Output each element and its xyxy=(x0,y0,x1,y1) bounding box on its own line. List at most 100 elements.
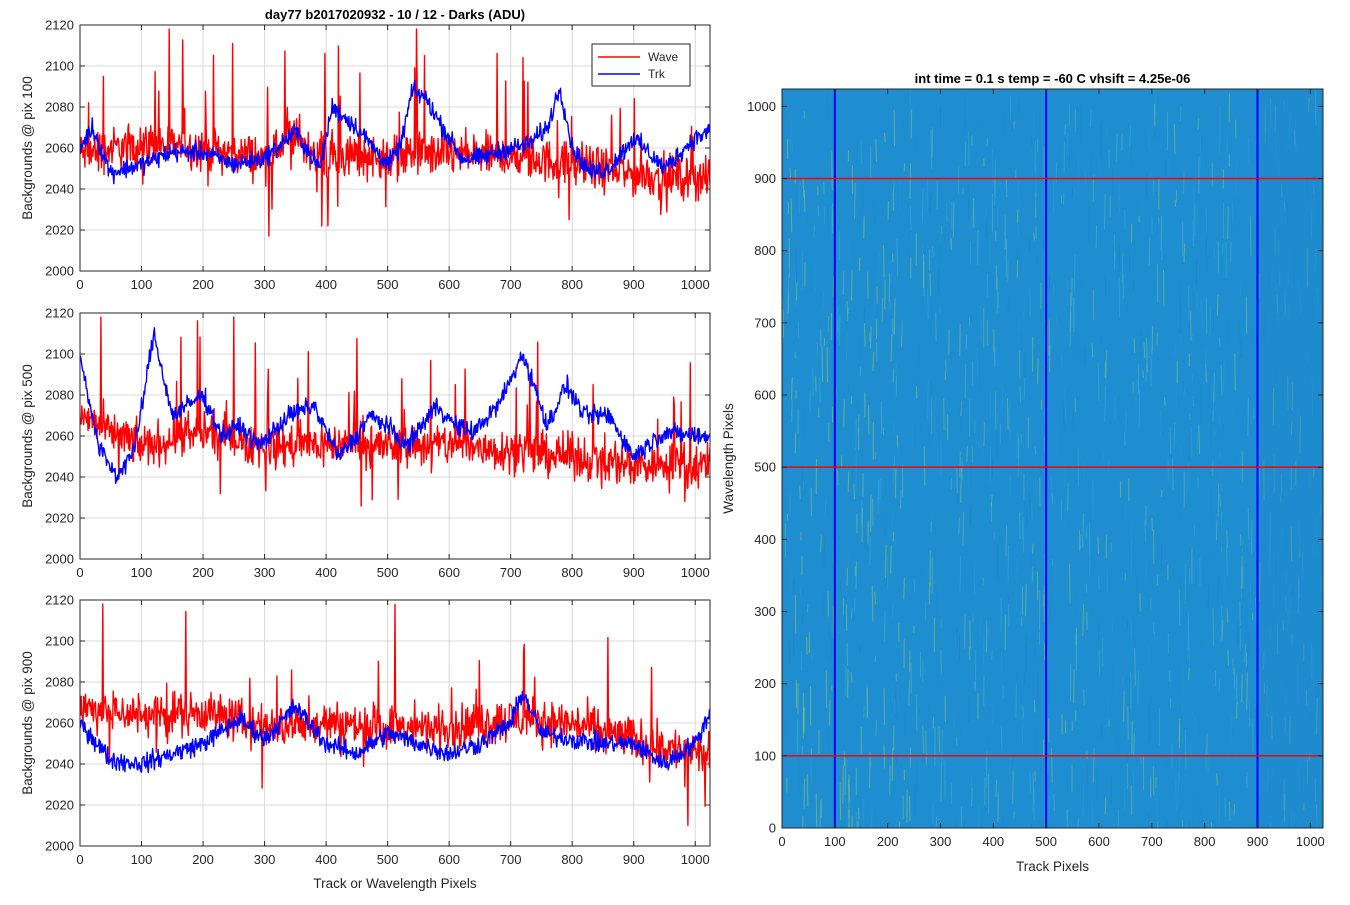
heatmap-streak xyxy=(1191,311,1192,341)
heatmap-streak xyxy=(940,251,941,265)
heatmap-streak xyxy=(891,335,892,361)
heatmap-streak xyxy=(979,354,980,392)
heatmap-streak xyxy=(1087,751,1088,759)
heatmap-streak xyxy=(1109,150,1110,168)
heatmap-streak xyxy=(884,688,885,725)
heatmap-streak xyxy=(890,766,891,795)
heatmap-streak xyxy=(1031,136,1032,146)
heatmap-streak xyxy=(1018,92,1019,125)
y-tick-label: 400 xyxy=(754,532,776,547)
x-tick-label: 900 xyxy=(623,852,645,867)
heatmap-streak xyxy=(1145,520,1146,542)
heatmap-streak xyxy=(1074,255,1075,292)
x-tick-label: 400 xyxy=(315,565,337,580)
heatmap-streak xyxy=(1010,757,1011,776)
heatmap-streak xyxy=(858,415,859,434)
x-tick-label: 200 xyxy=(192,565,214,580)
y-tick-label: 2040 xyxy=(45,470,74,485)
heatmap-streak xyxy=(925,602,926,621)
heatmap-streak xyxy=(870,326,871,349)
x-axis-label: Track or Wavelength Pixels xyxy=(313,876,477,891)
heatmap-streak xyxy=(1236,120,1237,139)
heatmap-streak xyxy=(1064,465,1065,487)
y-tick-label: 2080 xyxy=(45,675,74,690)
heatmap-streak xyxy=(1195,715,1196,739)
heatmap-streak xyxy=(885,133,886,142)
heatmap-streak xyxy=(939,433,940,461)
heatmap-streak xyxy=(1231,242,1232,263)
heatmap-streak xyxy=(1159,217,1160,224)
x-tick-label: 800 xyxy=(1194,834,1216,849)
heatmap-streak xyxy=(1149,238,1150,265)
heatmap-streak xyxy=(1180,504,1181,523)
heatmap-streak xyxy=(1250,364,1251,372)
heatmap-streak xyxy=(1090,539,1091,577)
heatmap-streak xyxy=(1219,678,1220,692)
y-tick-label: 2080 xyxy=(45,388,74,403)
heatmap-streak xyxy=(970,620,971,648)
y-axis-label: Wavelength Pixels xyxy=(721,403,736,514)
heatmap-streak xyxy=(1144,343,1145,359)
x-tick-label: 700 xyxy=(500,565,522,580)
heatmap-streak xyxy=(895,469,896,499)
heatmap-streak xyxy=(928,517,929,537)
heatmap-streak xyxy=(875,452,876,459)
heatmap-streak xyxy=(1057,424,1058,455)
heatmap-streak xyxy=(986,216,987,238)
x-tick-label: 200 xyxy=(192,277,214,292)
heatmap-streak xyxy=(909,680,910,705)
heatmap-streak xyxy=(1119,184,1120,212)
heatmap-streak xyxy=(1242,555,1243,589)
heatmap-streak xyxy=(978,230,979,265)
heatmap-streak xyxy=(1206,298,1207,333)
heatmap-streak xyxy=(1074,669,1075,703)
heatmap-streak xyxy=(938,733,939,769)
heatmap-streak xyxy=(910,205,911,230)
heatmap-streak xyxy=(794,578,795,595)
heatmap-streak xyxy=(1029,492,1030,517)
heatmap-streak xyxy=(792,145,793,154)
y-tick-label: 2060 xyxy=(45,141,74,156)
heatmap-streak xyxy=(867,532,868,552)
heatmap-streak xyxy=(1198,119,1199,130)
heatmap-streak xyxy=(1205,350,1206,376)
heatmap-streak xyxy=(1189,435,1190,462)
heatmap-streak xyxy=(1191,427,1192,457)
heatmap-streak xyxy=(787,297,788,320)
heatmap-streak xyxy=(894,298,895,334)
heatmap-streak xyxy=(1234,668,1235,689)
heatmap-streak xyxy=(1111,774,1112,802)
x-tick-label: 900 xyxy=(623,565,645,580)
heatmap-streak xyxy=(1006,180,1007,198)
heatmap-streak xyxy=(965,820,966,827)
heatmap-streak xyxy=(1248,398,1249,437)
heatmap-streak xyxy=(1243,588,1244,600)
heatmap-streak xyxy=(795,352,796,358)
heatmap-streak xyxy=(1149,341,1150,358)
x-tick-label: 800 xyxy=(561,852,583,867)
heatmap-streak xyxy=(818,335,819,361)
heatmap-streak xyxy=(1044,643,1045,661)
heatmap-streak xyxy=(966,335,967,350)
heatmap-streak xyxy=(986,756,987,769)
heatmap-streak xyxy=(960,556,961,592)
heatmap-streak xyxy=(1240,628,1241,651)
heatmap-streak xyxy=(847,568,848,586)
heatmap-streak xyxy=(874,301,875,337)
heatmap-streak xyxy=(870,759,871,767)
heatmap-streak xyxy=(1036,166,1037,199)
heatmap-streak xyxy=(1130,125,1131,146)
heatmap-streak xyxy=(1248,138,1249,162)
heatmap-streak xyxy=(921,563,922,579)
heatmap-streak xyxy=(1032,503,1033,519)
heatmap-streak xyxy=(800,486,801,499)
heatmap-streak xyxy=(963,512,964,546)
heatmap-streak xyxy=(1242,675,1243,703)
y-tick-label: 300 xyxy=(754,604,776,619)
heatmap-streak xyxy=(807,774,808,807)
x-tick-label: 200 xyxy=(192,852,214,867)
heatmap-streak xyxy=(1078,181,1079,188)
heatmap-streak xyxy=(904,578,905,600)
heatmap-streak xyxy=(1030,772,1031,793)
